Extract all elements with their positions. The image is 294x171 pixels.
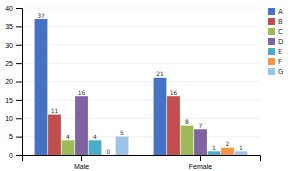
legend-label: E (278, 48, 282, 56)
grid-line (22, 81, 260, 82)
legend-swatch (268, 68, 275, 75)
tick-label: 20 (5, 78, 13, 85)
data-label: 7 (199, 122, 203, 129)
tick-mark (16, 100, 22, 101)
legend-item: F (268, 58, 282, 66)
bar (154, 78, 167, 155)
data-label: 2 (226, 140, 230, 147)
tick-mark (200, 155, 201, 161)
bar (181, 126, 194, 155)
data-label: 16 (170, 89, 178, 96)
legend-item: D (268, 38, 283, 46)
data-label: 0 (107, 148, 111, 155)
tick: Male (74, 155, 89, 170)
tick-label: Male (74, 163, 89, 170)
x-axis: Male Female (23, 155, 261, 170)
bar (75, 96, 88, 155)
legend-label: A (278, 8, 283, 16)
bar (48, 115, 61, 155)
bar (221, 148, 234, 155)
tick-label: Female (189, 163, 212, 170)
grid-line (22, 99, 260, 100)
tick-label: 5 (9, 133, 13, 140)
tick: 0 (9, 152, 22, 159)
y-axis: 0 5 10 15 20 25 30 35 40 (5, 5, 22, 159)
data-label: 37 (37, 12, 45, 19)
legend-swatch (268, 8, 275, 15)
data-label: 11 (51, 107, 59, 114)
tick-mark (16, 8, 22, 9)
tick-mark (16, 155, 22, 156)
axis-line (23, 156, 261, 162)
tick: 20 (5, 78, 22, 85)
data-label: 1 (212, 144, 216, 151)
tick-mark (16, 82, 22, 83)
chart: 37211116481674102510510152025303540MaleF… (0, 0, 294, 171)
bars (35, 19, 248, 155)
tick: 15 (5, 97, 22, 104)
grid-line (22, 63, 260, 64)
bar (167, 96, 180, 155)
legend-label: D (278, 38, 283, 46)
legend-item: G (268, 68, 283, 76)
grid-line (22, 8, 260, 9)
tick-label: 15 (5, 97, 13, 104)
bar (102, 155, 115, 156)
legend-label: F (278, 58, 282, 66)
data-label: 16 (78, 89, 86, 96)
tick-mark (16, 118, 22, 119)
grid-line (22, 26, 260, 27)
tick-label: 40 (5, 5, 13, 12)
legend-swatch (268, 48, 275, 55)
tick-mark (81, 155, 82, 161)
tick: 25 (5, 60, 22, 67)
legend-label: G (278, 68, 283, 76)
bar (235, 151, 248, 155)
tick-label: 35 (5, 23, 13, 30)
legend-label: C (278, 28, 283, 36)
plot: 37211116481674102510510152025303540MaleF… (5, 5, 260, 170)
data-label: 5 (120, 129, 124, 136)
tick: 10 (5, 115, 22, 122)
tick-label: 25 (5, 60, 13, 67)
data-label: 8 (185, 118, 189, 125)
legend-swatch (268, 28, 275, 35)
legend-item: A (268, 8, 283, 16)
tick: 30 (5, 41, 22, 48)
bar (116, 137, 129, 155)
tick: 5 (9, 133, 22, 140)
legend-label: B (278, 18, 283, 26)
legend-swatch (268, 18, 275, 25)
grid-line (22, 44, 260, 45)
bar (208, 151, 221, 155)
tick-mark (16, 45, 22, 46)
data-labels: 37 21 11 16 4 8 16 7 4 1 0 2 5 1 (37, 12, 243, 155)
tick-label: 10 (5, 115, 13, 122)
data-label: 1 (239, 144, 243, 151)
legend-swatch (268, 38, 275, 45)
tick: Female (189, 155, 212, 170)
tick-mark (16, 26, 22, 27)
grid (22, 8, 260, 155)
data-label: 4 (93, 133, 97, 140)
tick-mark (16, 137, 22, 138)
legend-item: B (268, 18, 283, 26)
legend: ABCDEFG (268, 8, 283, 76)
tick-mark (16, 63, 22, 64)
axis-line (16, 9, 23, 156)
legend-swatch (268, 58, 275, 65)
legend-item: C (268, 28, 283, 36)
bar (89, 140, 102, 155)
data-label: 4 (66, 133, 70, 140)
tick-label: 30 (5, 41, 13, 48)
tick-label: 0 (9, 152, 13, 159)
tick: 35 (5, 23, 22, 30)
data-label: 21 (156, 70, 164, 77)
bar (194, 129, 207, 155)
legend-item: E (268, 48, 282, 56)
tick: 40 (5, 5, 22, 12)
bar (35, 19, 48, 155)
bar (62, 140, 75, 155)
